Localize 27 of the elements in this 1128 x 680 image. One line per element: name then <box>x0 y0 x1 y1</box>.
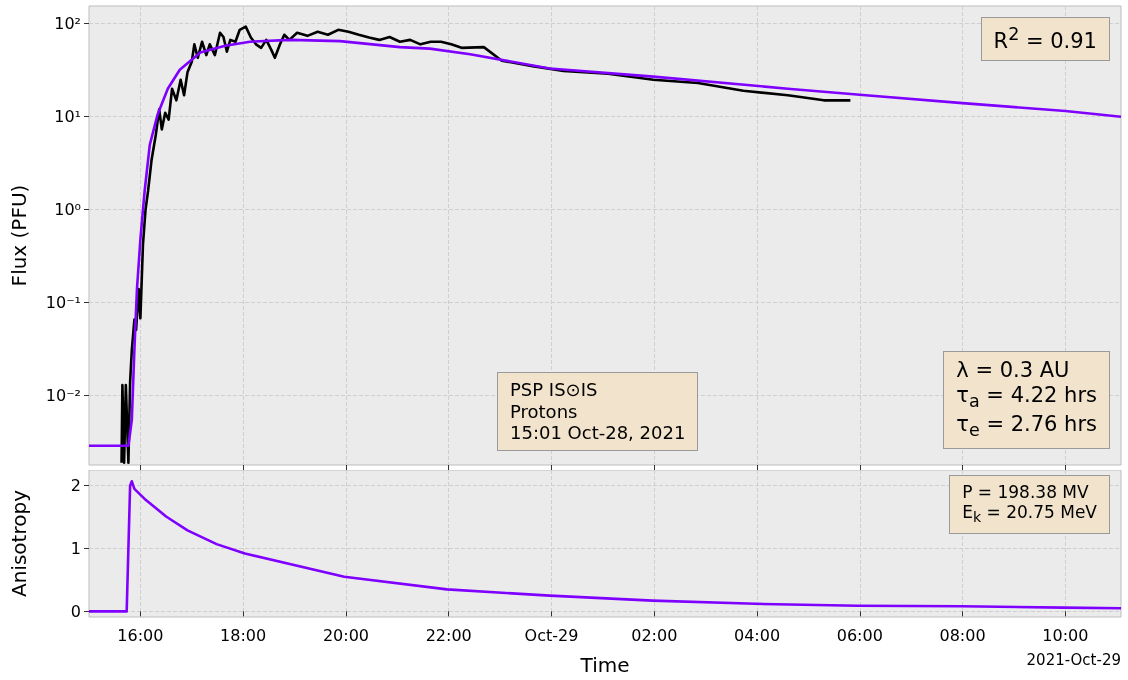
x-tick-label: 02:00 <box>631 625 678 645</box>
x-tick-label: 20:00 <box>322 625 369 645</box>
y-tick-label: 10⁻¹ <box>45 293 81 313</box>
y-axis-title: Anisotropy <box>7 489 31 597</box>
x-axis-title: Time <box>579 653 630 677</box>
line-series <box>87 480 1123 613</box>
y-axis-title: Flux (PFU) <box>7 184 31 287</box>
text: 2021-Oct-29 <box>1026 651 1121 669</box>
annotation: P = 198.38 MV E$_{k}$ = 20.75 MeV <box>949 475 1110 534</box>
x-tick-label: 08:00 <box>939 625 986 645</box>
y-tick-label: 10¹ <box>54 107 81 127</box>
x-tick-label: 16:00 <box>117 625 164 645</box>
x-tick-label: 06:00 <box>836 625 883 645</box>
annotation: R$^{2}$ = 0.91 <box>980 17 1110 62</box>
x-tick-label: 10:00 <box>1042 625 1089 645</box>
annotation: λ = 0.3 AU τ$_{a}$ = 4.22 hrs τ$_{e}$ = 2.76 hrs <box>943 351 1110 449</box>
x-tick-label: 22:00 <box>425 625 472 645</box>
y-tick-label: 0 <box>70 601 81 621</box>
y-tick-label: 2 <box>70 476 81 496</box>
x-tick-label: Oct-29 <box>524 625 579 645</box>
annotation: PSP IS⊙IS Protons 15:01 Oct-28, 2021 <box>497 372 699 451</box>
y-tick-label: 10⁰ <box>54 200 81 220</box>
y-tick-label: 10⁻² <box>45 386 81 406</box>
x-tick-label: 04:00 <box>733 625 781 645</box>
x-tick-label: 18:00 <box>220 625 267 645</box>
y-tick-label: 1 <box>70 539 81 559</box>
y-tick-label: 10² <box>54 14 81 34</box>
